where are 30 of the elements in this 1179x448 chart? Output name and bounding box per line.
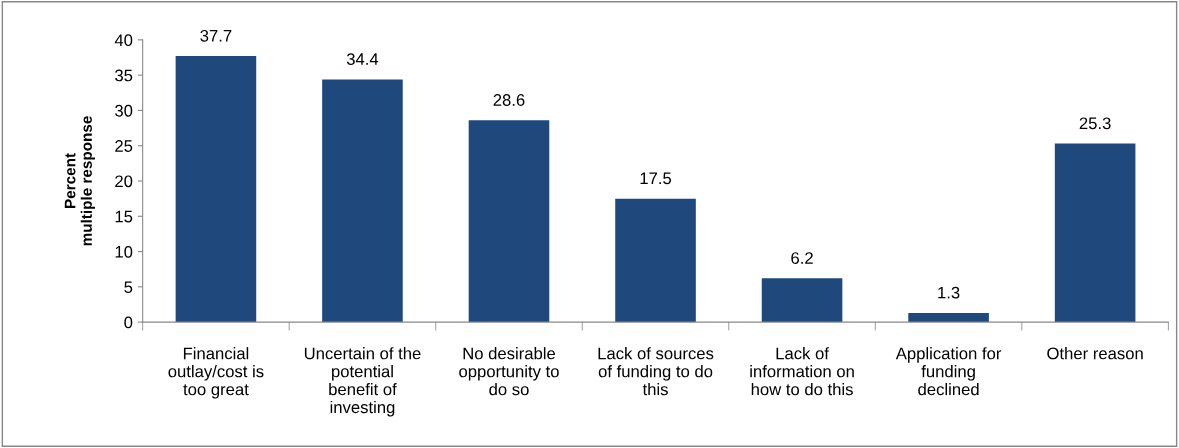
data-label: 28.6	[493, 94, 525, 106]
bar	[615, 198, 696, 323]
bar	[322, 79, 403, 323]
x-tick-label: Financial outlay/cost is too great	[168, 347, 264, 399]
x-tick-label: Application for funding declined	[895, 347, 1002, 396]
data-label: 37.7	[200, 29, 232, 42]
data-label: 17.5	[640, 172, 672, 185]
y-tick-label: 5	[124, 281, 133, 294]
y-tick-label: 10	[115, 245, 133, 258]
y-tick-label: 35	[115, 69, 133, 82]
y-tick-label: 15	[115, 210, 133, 223]
x-tick-label: Lack of sources of funding to do this	[598, 347, 714, 396]
y-axis-title: Percent multiple response	[64, 116, 95, 246]
bar	[175, 56, 257, 323]
x-tick-label: Lack of information on how to do this	[750, 347, 854, 396]
y-tick-label: 25	[115, 140, 133, 152]
x-tick-label: Other reason	[1047, 347, 1143, 360]
bar	[468, 120, 550, 323]
data-label: 6.2	[791, 252, 813, 264]
y-tick-label: 40	[114, 34, 133, 47]
y-tick-label: 30	[115, 104, 133, 117]
bar	[1054, 143, 1136, 323]
data-label: 25.3	[1079, 117, 1111, 130]
data-label: 1.3	[938, 286, 960, 299]
x-tick-label: No desirable opportunity to do so	[459, 347, 559, 396]
x-tick-label: Uncertain of the potential benefit of investing	[304, 347, 421, 417]
bar	[761, 278, 843, 323]
y-tick-label: 20	[115, 175, 133, 188]
data-label: 34.4	[346, 53, 379, 65]
y-tick-label: 0	[124, 316, 133, 329]
